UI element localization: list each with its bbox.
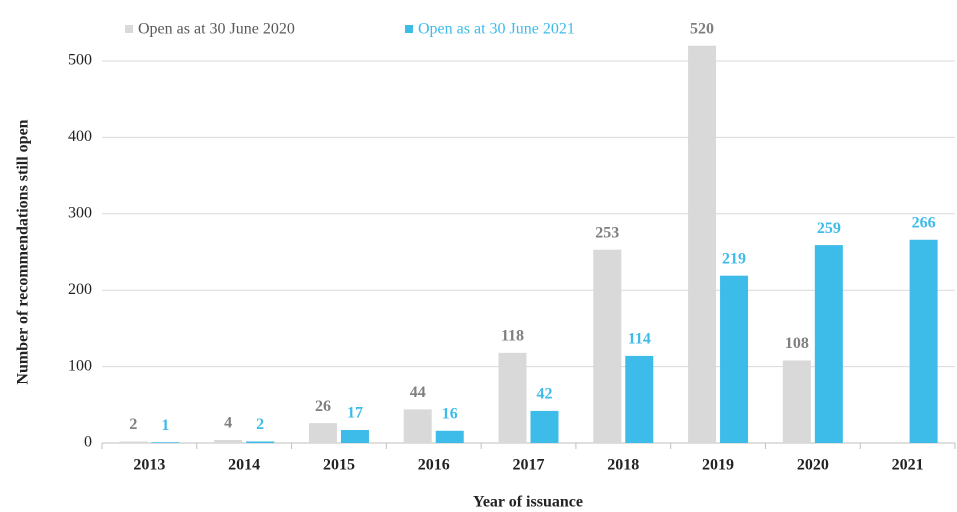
bar [909, 239, 938, 443]
value-label: 17 [347, 405, 363, 422]
bar [498, 352, 527, 443]
x-axis-title: Year of issuance [473, 494, 583, 511]
bar [625, 355, 654, 443]
value-label: 259 [817, 220, 841, 237]
value-label: 2 [256, 416, 264, 433]
value-label: 44 [410, 384, 426, 401]
bar [119, 441, 148, 443]
bar [530, 410, 559, 443]
legend-swatch [405, 25, 413, 33]
y-axis-title: Number of recommendations still open [15, 119, 32, 384]
x-tick-label: 2018 [607, 457, 639, 474]
bar [308, 423, 337, 443]
y-tick-label: 0 [84, 434, 92, 451]
x-tick-label: 2021 [892, 457, 924, 474]
bar [688, 45, 717, 443]
x-tick-label: 2019 [702, 457, 734, 474]
x-tick-label: 2015 [323, 457, 355, 474]
x-tick-label: 2014 [228, 457, 260, 474]
bar [720, 275, 749, 443]
bar [403, 409, 432, 443]
value-label: 1 [161, 417, 169, 434]
value-label: 118 [501, 328, 524, 345]
value-label: 2 [129, 416, 137, 433]
value-label: 266 [912, 214, 936, 231]
x-tick-label: 2013 [133, 457, 165, 474]
x-tick-label: 2017 [513, 457, 545, 474]
value-label: 4 [224, 415, 232, 432]
y-tick-label: 200 [68, 281, 92, 298]
bar [214, 439, 243, 443]
bar [782, 360, 811, 443]
bar [246, 441, 275, 443]
value-label: 253 [595, 224, 619, 241]
x-tick-label: 2020 [797, 457, 829, 474]
bar [814, 245, 843, 443]
bar [340, 430, 369, 443]
y-tick-label: 300 [68, 204, 92, 221]
y-tick-label: 100 [68, 357, 92, 374]
y-tick-label: 400 [68, 128, 92, 145]
bar [593, 249, 622, 443]
value-label: 520 [690, 20, 714, 37]
y-tick-label: 500 [68, 52, 92, 69]
legend-swatch [125, 25, 133, 33]
value-label: 219 [722, 250, 746, 267]
bar [435, 430, 464, 443]
value-label: 42 [537, 386, 553, 403]
value-label: 108 [785, 335, 809, 352]
legend-label: Open as at 30 June 2020 [138, 21, 295, 38]
value-label: 16 [442, 405, 458, 422]
value-label: 26 [315, 398, 331, 415]
legend-label: Open as at 30 June 2021 [418, 21, 575, 38]
x-tick-label: 2016 [418, 457, 450, 474]
value-label: 114 [628, 331, 651, 348]
bar [151, 442, 180, 443]
